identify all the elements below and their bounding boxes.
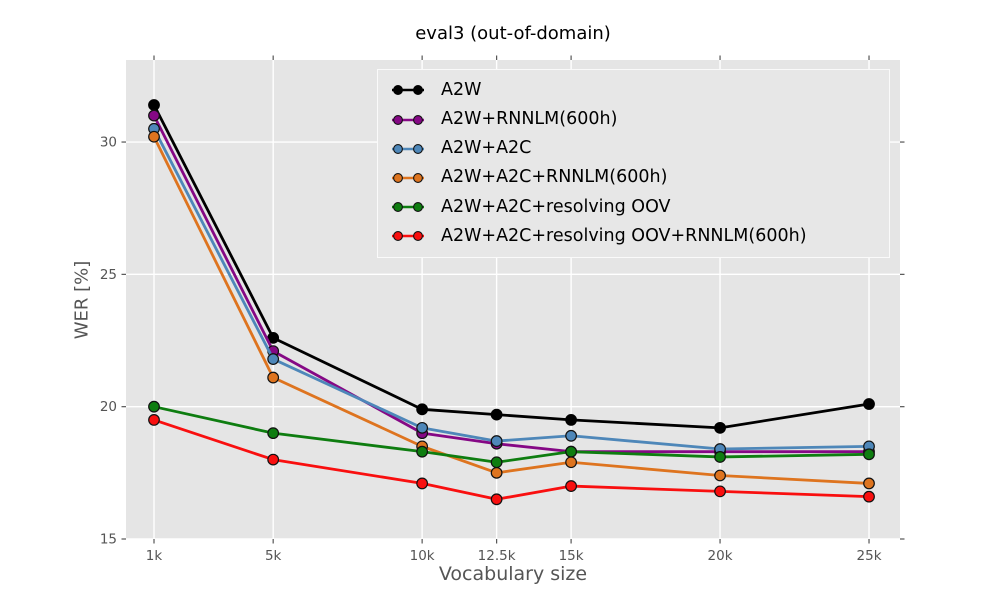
x-tick-label-10k: 10k bbox=[410, 548, 435, 564]
y-tick-label-30: 30 bbox=[100, 135, 117, 151]
data-point-1k bbox=[148, 414, 160, 426]
legend-dot bbox=[413, 231, 423, 242]
data-point-15k bbox=[565, 445, 577, 458]
legend-marker-icon bbox=[392, 231, 424, 242]
data-point-5k bbox=[267, 353, 280, 365]
data-point-5k bbox=[267, 453, 280, 466]
x-tick-label-5k: 5k bbox=[265, 548, 282, 564]
legend-label: A2W+A2C bbox=[441, 138, 532, 159]
data-point-10k bbox=[416, 477, 429, 490]
legend-dot bbox=[393, 202, 403, 213]
legend-marker-icon bbox=[392, 85, 424, 96]
legend-item-1: A2W+RNNLM(600h) bbox=[389, 108, 889, 129]
data-point-12.5k bbox=[490, 466, 503, 479]
legend-item-4: A2W+A2C+resolving OOV bbox=[389, 196, 889, 217]
legend-label: A2W+A2C+resolving OOV bbox=[441, 196, 671, 217]
legend-dot bbox=[413, 114, 423, 125]
data-point-15k bbox=[565, 429, 577, 442]
data-point-20k bbox=[714, 451, 726, 463]
legend-item-0: A2W bbox=[389, 79, 889, 100]
legend-label: A2W bbox=[441, 79, 482, 100]
legend-item-2: A2W+A2C bbox=[389, 140, 889, 158]
x-tick-label-20k: 20k bbox=[708, 548, 733, 564]
data-point-20k bbox=[714, 421, 726, 434]
data-point-15k bbox=[565, 414, 577, 426]
data-point-20k bbox=[714, 469, 726, 482]
data-point-12.5k bbox=[490, 408, 503, 421]
data-point-10k bbox=[416, 403, 429, 416]
x-axis-label: Vocabulary size bbox=[438, 563, 588, 585]
y-tick-label-15: 15 bbox=[100, 532, 117, 548]
y-tick-label-25: 25 bbox=[100, 267, 117, 283]
data-point-1k bbox=[148, 109, 160, 122]
legend-item-3: A2W+A2C+RNNLM(600h) bbox=[389, 169, 889, 187]
data-point-1k bbox=[148, 400, 160, 413]
legend-dot bbox=[393, 143, 403, 154]
legend-dot bbox=[413, 173, 423, 184]
data-point-15k bbox=[565, 456, 577, 469]
x-tick-label-25k: 25k bbox=[857, 548, 882, 564]
data-point-12.5k bbox=[490, 493, 503, 506]
legend-dot bbox=[393, 231, 403, 242]
series-A2W+A2C+RNNLM(600h) bbox=[148, 130, 875, 490]
legend-dot bbox=[413, 143, 423, 154]
data-point-25k bbox=[863, 477, 875, 490]
data-point-1k bbox=[148, 99, 160, 111]
x-tick-label-15k: 15k bbox=[559, 548, 584, 564]
legend-dot bbox=[413, 85, 423, 96]
legend-marker-icon bbox=[392, 173, 424, 184]
data-point-10k bbox=[416, 421, 429, 434]
series-A2W+A2C bbox=[148, 122, 875, 455]
data-point-25k bbox=[863, 448, 875, 461]
legend-dot bbox=[393, 85, 403, 96]
x-tick-label-12.5k: 12.5k bbox=[478, 548, 516, 564]
legend-marker-icon bbox=[392, 143, 424, 154]
data-point-25k bbox=[863, 398, 875, 410]
data-point-5k bbox=[267, 371, 280, 384]
legend-label: A2W+RNNLM(600h) bbox=[441, 108, 618, 129]
legend: A2W A2W+RNNLM(600h) A2W+A2C A2W+A2C+RNNLM(6… bbox=[377, 69, 890, 258]
data-point-10k bbox=[416, 445, 429, 458]
data-point-15k bbox=[565, 480, 577, 492]
legend-dot bbox=[413, 202, 423, 213]
data-point-25k bbox=[863, 490, 875, 503]
data-point-20k bbox=[714, 485, 726, 498]
data-point-12.5k bbox=[490, 456, 503, 469]
series-A2W+A2C+resolving OOV bbox=[148, 400, 875, 469]
series-A2W+A2C+resolving OOV+RNNLM(600h) bbox=[148, 414, 875, 506]
data-point-12.5k bbox=[490, 435, 503, 447]
legend-marker-icon bbox=[392, 114, 424, 125]
legend-label: A2W+A2C+resolving OOV+RNNLM(600h) bbox=[441, 225, 807, 246]
x-tick-label-1k: 1k bbox=[146, 548, 163, 564]
legend-dot bbox=[393, 173, 403, 184]
data-point-5k bbox=[267, 427, 280, 440]
chart-title: eval3 (out-of-domain) bbox=[415, 23, 611, 44]
legend-item-5: A2W+A2C+resolving OOV+RNNLM(600h) bbox=[389, 225, 889, 246]
y-axis-label: WER [%] bbox=[71, 260, 93, 340]
legend-dot bbox=[393, 114, 403, 125]
data-point-1k bbox=[148, 130, 160, 143]
legend-label: A2W+A2C+RNNLM(600h) bbox=[441, 167, 668, 188]
y-tick-label-20: 20 bbox=[100, 399, 117, 415]
legend-marker-icon bbox=[392, 202, 424, 213]
